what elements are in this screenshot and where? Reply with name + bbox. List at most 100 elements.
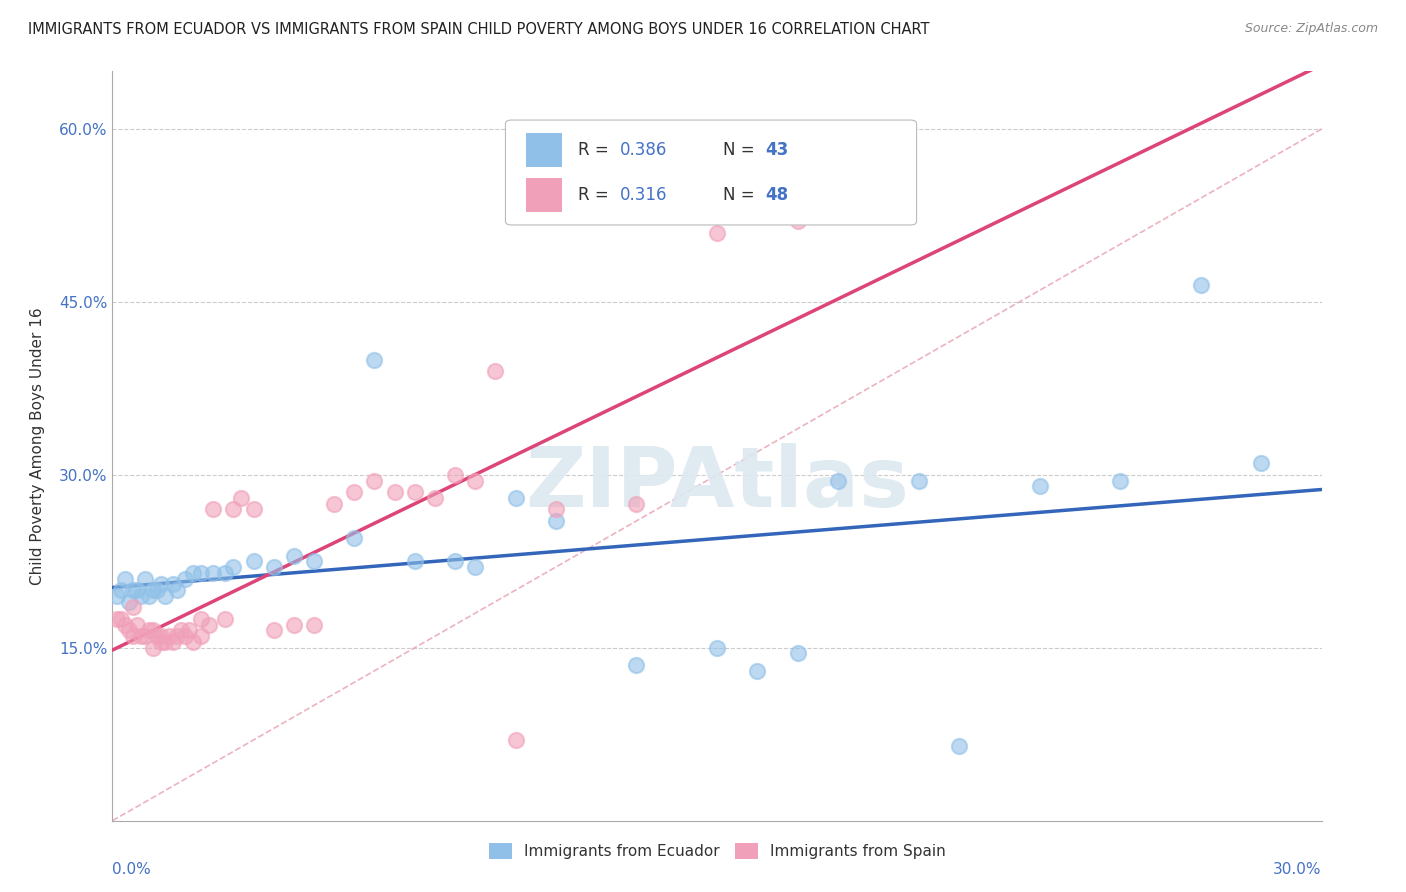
Point (283, 617, 305, 632)
Point (170, 624, 193, 638)
Point (110, 612, 132, 626)
Point (149, 629, 172, 643)
Point (1189, 277, 1212, 292)
Point (444, 554, 467, 568)
Point (706, 640, 728, 655)
Point (174, 629, 197, 643)
Point (283, 549, 305, 563)
Point (121, 600, 143, 615)
Point (242, 554, 264, 568)
Point (263, 560, 285, 574)
Point (263, 624, 285, 638)
Text: ZIPAtlas: ZIPAtlas (524, 443, 910, 524)
Point (302, 617, 325, 632)
Point (706, 226, 728, 240)
Point (142, 640, 165, 655)
Point (423, 491, 446, 505)
Point (214, 566, 236, 580)
Point (153, 589, 176, 603)
Point (302, 554, 325, 568)
Point (153, 635, 176, 649)
Point (105, 612, 128, 626)
Point (505, 733, 527, 747)
Point (190, 629, 212, 643)
Point (190, 612, 212, 626)
Point (907, 474, 929, 488)
Point (202, 566, 225, 580)
Point (1250, 456, 1272, 470)
Point (384, 485, 406, 500)
Point (1109, 474, 1132, 488)
Point (827, 474, 849, 488)
Point (242, 502, 264, 516)
Point (181, 635, 204, 649)
Point (505, 491, 527, 505)
Text: R =: R = (578, 141, 614, 159)
Point (134, 572, 156, 586)
Text: IMMIGRANTS FROM ECUADOR VS IMMIGRANTS FROM SPAIN CHILD POVERTY AMONG BOYS UNDER : IMMIGRANTS FROM ECUADOR VS IMMIGRANTS FR… (28, 22, 929, 37)
Point (198, 617, 221, 632)
Point (444, 467, 467, 482)
Point (114, 572, 136, 586)
Point (190, 566, 212, 580)
Text: 48: 48 (765, 186, 789, 204)
Point (222, 502, 245, 516)
Point (484, 364, 506, 378)
Point (129, 589, 152, 603)
Point (948, 739, 970, 753)
Point (125, 617, 148, 632)
Point (142, 624, 165, 638)
Point (162, 635, 184, 649)
Point (105, 589, 128, 603)
Point (177, 624, 200, 638)
Point (138, 589, 160, 603)
Point (626, 658, 648, 673)
Point (1028, 479, 1050, 493)
Point (231, 491, 253, 505)
Y-axis label: Child Poverty Among Boys Under 16: Child Poverty Among Boys Under 16 (31, 307, 45, 585)
Text: 30.0%: 30.0% (1274, 863, 1322, 878)
Point (343, 485, 366, 500)
Point (626, 497, 648, 511)
Point (464, 474, 486, 488)
Text: 0.316: 0.316 (620, 186, 668, 204)
Point (162, 577, 184, 591)
Bar (526, 133, 562, 167)
Point (166, 583, 188, 598)
Text: 0.386: 0.386 (620, 141, 668, 159)
Point (464, 560, 486, 574)
Text: 0.0%: 0.0% (112, 863, 152, 878)
Point (222, 560, 245, 574)
Point (343, 531, 366, 545)
Point (138, 624, 160, 638)
Point (146, 583, 169, 598)
Point (149, 635, 172, 649)
Point (323, 497, 346, 511)
Point (110, 583, 132, 598)
Point (134, 629, 156, 643)
Point (544, 514, 567, 528)
Point (121, 629, 143, 643)
Point (363, 352, 385, 367)
Text: 43: 43 (765, 141, 789, 159)
Point (146, 629, 169, 643)
FancyBboxPatch shape (506, 120, 917, 225)
Point (157, 629, 180, 643)
Point (114, 617, 136, 632)
Point (544, 502, 567, 516)
Point (404, 485, 426, 500)
Text: N =: N = (723, 186, 761, 204)
Point (181, 566, 204, 580)
Point (121, 583, 143, 598)
Point (142, 583, 165, 598)
Text: Source: ZipAtlas.com: Source: ZipAtlas.com (1244, 22, 1378, 36)
Point (202, 502, 225, 516)
Point (129, 629, 152, 643)
Point (214, 612, 236, 626)
Point (117, 594, 139, 608)
Point (786, 647, 808, 661)
Point (166, 629, 188, 643)
Point (125, 583, 148, 598)
Bar (526, 178, 562, 211)
Point (117, 624, 139, 638)
